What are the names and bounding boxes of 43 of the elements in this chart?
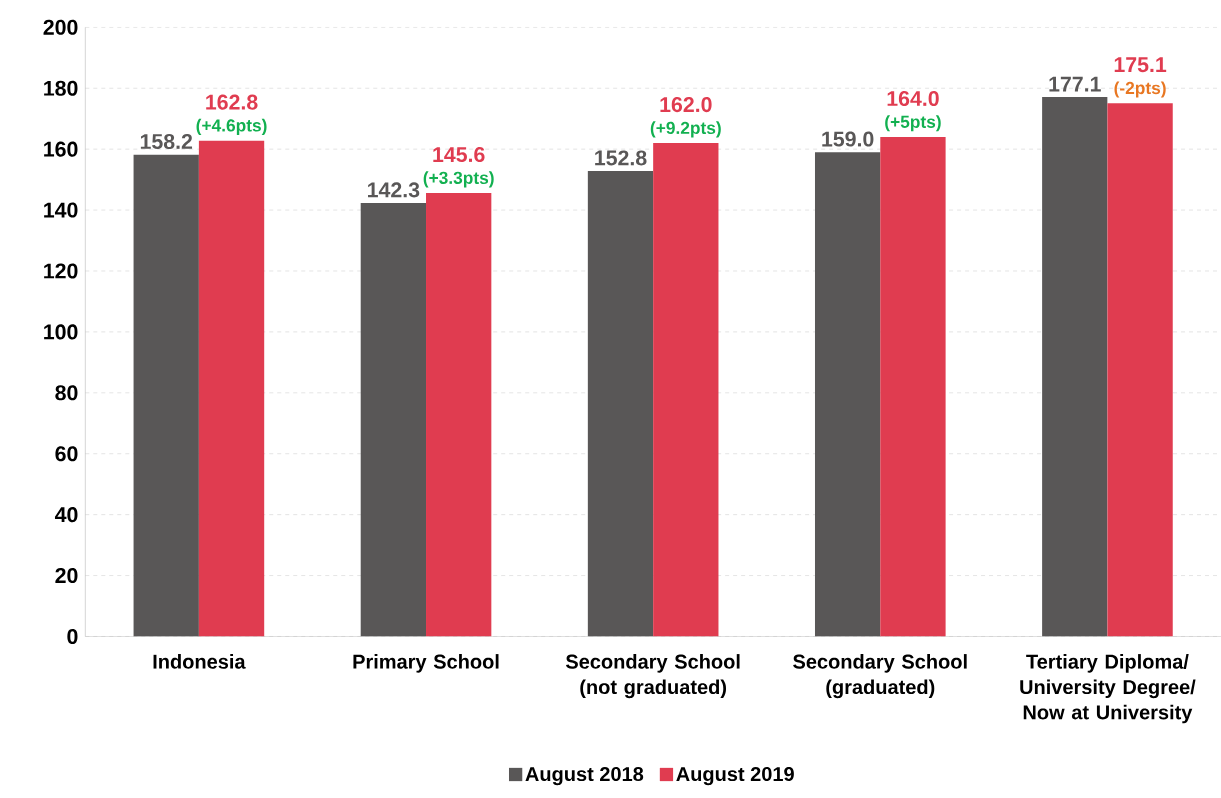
annotation: (+4.6pts) — [196, 118, 267, 135]
bar — [587, 170, 654, 637]
y-tick-label: 80 — [55, 385, 78, 401]
data-label: 152.8 — [595, 150, 647, 166]
data-label: 177.1 — [1049, 76, 1101, 92]
x-tick-label: Indonesia — [153, 653, 246, 669]
bar — [426, 192, 492, 637]
x-tick-label: Secondary School (graduated) — [793, 653, 967, 698]
data-label: 159.0 — [822, 131, 874, 147]
y-tick-label: 0 — [67, 628, 78, 644]
bar — [1042, 96, 1108, 637]
data-label: 175.1 — [1114, 57, 1167, 73]
legend-label: August 2019 — [676, 766, 794, 785]
bar — [133, 154, 199, 637]
data-label: 142.3 — [368, 182, 420, 198]
data-label: 162.8 — [206, 94, 258, 110]
y-tick-label: 180 — [44, 80, 78, 96]
y-tick-label: 40 — [54, 506, 78, 522]
y-tick-label: 20 — [55, 567, 78, 583]
x-tick-label: Tertiary Diploma/ University Degree/ Now at University — [1020, 653, 1196, 724]
bar — [360, 202, 427, 637]
y-tick-label: 140 — [44, 202, 78, 218]
annotation: (-2pts) — [1114, 81, 1166, 98]
y-tick-label: 120 — [44, 263, 78, 279]
y-tick-label: 60 — [55, 445, 78, 462]
annotation: (+9.2pts) — [650, 121, 721, 138]
x-tick-label: Secondary School (not graduated) — [565, 653, 740, 698]
legend-label: August 2018 — [525, 766, 644, 785]
data-label: 145.6 — [433, 146, 485, 162]
bar — [880, 136, 946, 637]
data-label: 158.2 — [140, 133, 193, 149]
y-tick-label: 200 — [43, 19, 78, 35]
bar — [814, 151, 881, 637]
x-tick-label: Primary School — [353, 653, 499, 673]
bar — [653, 142, 719, 637]
annotation: (+3.3pts) — [423, 171, 494, 188]
y-tick-label: 160 — [44, 141, 78, 157]
y-tick-label: 100 — [44, 324, 78, 340]
data-label: 162.0 — [660, 96, 712, 112]
bar — [1107, 102, 1173, 637]
data-label: 164.0 — [887, 90, 939, 106]
bar — [198, 140, 265, 637]
annotation: (+5pts) — [885, 114, 941, 132]
